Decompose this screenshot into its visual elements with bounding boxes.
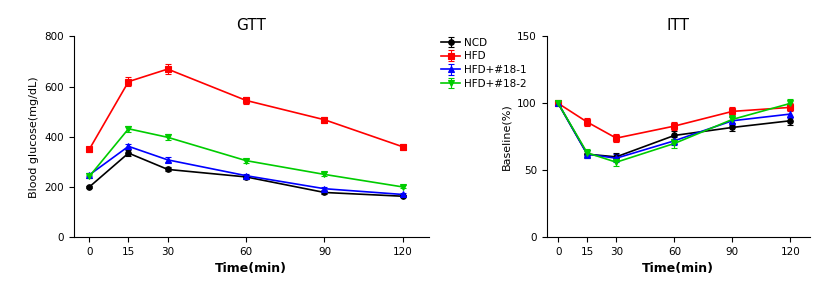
Y-axis label: Blood glucose(mg/dL): Blood glucose(mg/dL): [29, 76, 38, 198]
Title: ITT: ITT: [667, 18, 690, 33]
Title: GTT: GTT: [236, 18, 266, 33]
Y-axis label: Baseline(%): Baseline(%): [501, 103, 511, 170]
Legend: NCD, HFD, HFD+#18-1, HFD+#18-2: NCD, HFD, HFD+#18-1, HFD+#18-2: [442, 38, 527, 88]
X-axis label: Time(min): Time(min): [642, 262, 714, 275]
X-axis label: Time(min): Time(min): [215, 262, 287, 275]
